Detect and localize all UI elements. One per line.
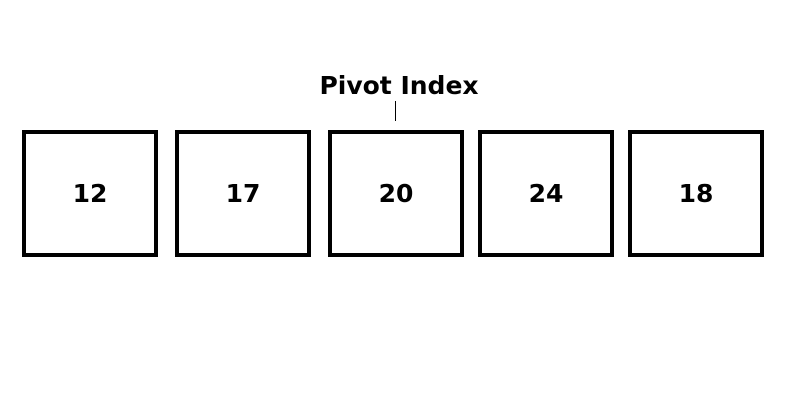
array-cell-value: 12 [72,179,108,208]
pivot-index-label: Pivot Index [319,71,479,100]
array-cell-2-pivot: 20 [328,130,464,257]
array-cell-4: 18 [628,130,764,257]
array-cell-1: 17 [175,130,311,257]
pivot-pointer-line [395,101,396,121]
array-cell-value: 17 [225,179,261,208]
array-cell-0: 12 [22,130,158,257]
array-cell-value: 18 [678,179,714,208]
array-cell-value: 20 [378,179,414,208]
array-cell-3: 24 [478,130,614,257]
array-cell-value: 24 [528,179,564,208]
